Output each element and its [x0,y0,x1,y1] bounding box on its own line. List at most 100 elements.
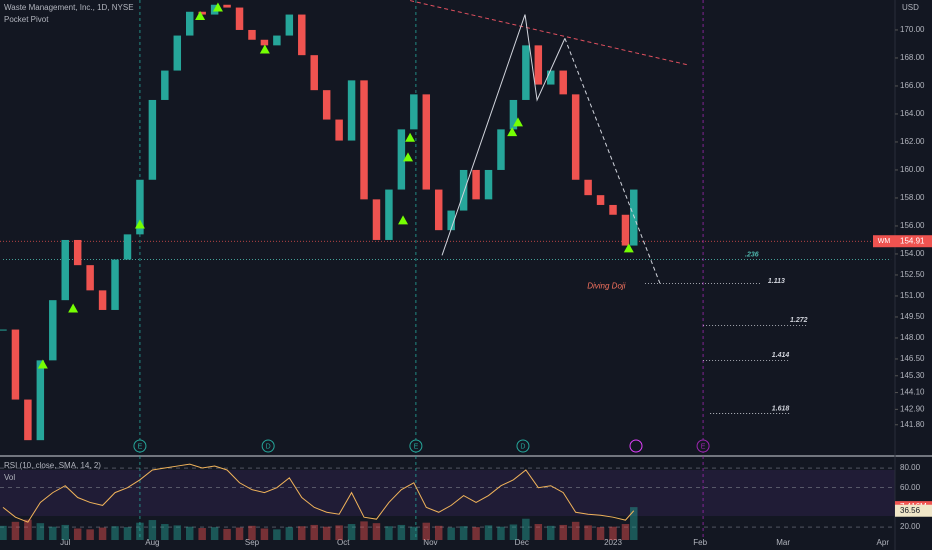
candle [509,99,518,130]
y-tick-label: 158.00 [900,193,925,202]
volume-bar [298,526,306,540]
event-label: D [520,443,525,450]
x-tick-label: Sep [245,538,260,547]
volume-bar [447,527,455,540]
volume-bar [98,527,107,540]
price-badge [895,235,932,248]
volume-bar [73,528,82,540]
volume-bar [497,526,505,540]
candle [310,55,318,91]
volume-bar [11,521,20,540]
candle [630,189,638,246]
y-tick-label: 168.00 [900,53,925,62]
candle [111,259,119,310]
y-tick-label: 141.80 [900,420,925,429]
volume-bar [360,521,368,540]
event-icon [133,439,147,453]
volume-bar [522,518,530,540]
event-label: E [701,443,706,450]
volume-bar [260,528,269,540]
volume-bar [596,527,605,540]
candle [11,329,20,400]
pocket-pivot [512,117,523,127]
volume-bar [310,524,318,540]
volume-bar [285,527,294,540]
volume-bar [347,524,356,540]
x-tick-label: 2023 [604,538,622,547]
volume-bar [123,527,132,540]
volume-bar [210,527,219,540]
candle [347,80,356,141]
vol-title: Vol [4,473,15,482]
candle [173,35,182,71]
event-label: E [138,443,143,450]
y-tick-label: 151.00 [900,291,925,300]
volume-bar [185,526,194,540]
y-tick-label: 144.10 [900,388,925,397]
volume-bar [223,528,231,540]
volume-bar [509,524,518,540]
indicator-name: Pocket Pivot [4,15,49,24]
candle [385,189,393,240]
pocket-pivot [403,152,414,162]
pocket-pivot [259,44,270,54]
volume-bar [459,526,468,540]
volume-bar [422,522,431,540]
volume-bar [621,524,630,540]
volume-bar [36,523,45,540]
volume-bar [571,521,580,540]
rsi-band [0,470,895,516]
pocket-pivot [212,2,223,12]
rsi-tick-label: 80.00 [900,463,921,472]
volume-bar [198,528,206,540]
pocket-pivot [405,132,416,142]
price-label: 154.91 [900,236,925,245]
candle [123,234,132,260]
x-tick-label: Apr [877,538,890,547]
volume-bar [609,526,617,540]
candle [73,239,82,266]
rsi-tick-label: 20.00 [900,522,921,531]
y-tick-label: 166.00 [900,81,925,90]
x-tick-label: Feb [693,538,707,547]
event-icon [409,439,423,453]
symbol-badge [873,235,895,248]
y-tick-label: 152.50 [900,270,925,279]
y-tick-label: 148.00 [900,333,925,342]
rsi-line [2,463,635,523]
candle [422,94,431,190]
volume-bar [385,526,393,540]
volume-bar [173,525,182,540]
candle [298,14,306,56]
candle [98,290,107,310]
volume-bar [335,525,343,540]
volume-bar [235,527,244,540]
x-tick-label: Dec [515,538,529,547]
x-tick-label: Mar [776,538,790,547]
rsi-title: RSI (10, close, SMA, 14, 2) [4,461,101,470]
x-tick-label: Oct [337,538,350,547]
pocket-pivot [507,127,518,137]
pocket-pivot [134,219,145,229]
candle [161,70,169,100]
candle [559,70,567,95]
title: Waste Management, Inc., 1D, NYSE [4,3,134,12]
symbol-label: WM [878,238,891,245]
volume-bar [161,524,169,540]
candle [148,99,157,180]
candle [0,329,7,331]
pocket-pivot [398,215,409,225]
candle [61,239,69,301]
candle [335,119,343,141]
trend-line [441,14,566,256]
event-icon [516,439,530,453]
event-icon [696,439,710,453]
volume-bar [49,526,57,540]
candle [36,360,45,441]
volume-bar [61,524,69,540]
candle [223,4,231,8]
fib-label: 1.113 [768,278,785,285]
candle [136,179,144,235]
x-tick-label: Nov [423,538,437,547]
